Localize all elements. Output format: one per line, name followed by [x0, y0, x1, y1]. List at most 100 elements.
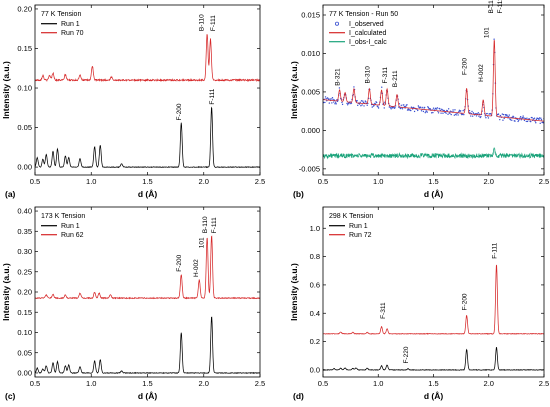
y-axis-title: Intensity (a.u.): [289, 61, 299, 119]
data-point: [333, 101, 335, 103]
data-point: [499, 118, 501, 121]
data-point: [363, 105, 365, 107]
peak-annotation: B-211: [392, 70, 399, 87]
panel-title: 298 K Tension: [329, 213, 373, 220]
data-point: [521, 117, 524, 119]
data-point: [422, 110, 425, 113]
data-point: [462, 110, 464, 112]
data-point: [540, 117, 542, 119]
y-tick-label: 0.4: [310, 309, 320, 318]
peak-annotation: B-110: [488, 0, 495, 13]
data-point: [475, 113, 477, 115]
data-point: [365, 101, 367, 103]
panel-label: (b): [293, 189, 304, 199]
x-axis-title: d (Å): [424, 189, 444, 199]
data-point: [518, 119, 520, 121]
peak-annotation: F-111: [210, 15, 217, 31]
data-point: [535, 118, 538, 121]
plot-area: [35, 34, 260, 169]
data-point: [410, 109, 412, 112]
data-point: [534, 120, 536, 122]
x-tick-label: 2.5: [539, 379, 549, 388]
data-point: [427, 107, 430, 109]
y-tick-label: 0.005: [301, 88, 320, 97]
data-point: [480, 116, 482, 118]
data-point: [394, 107, 396, 109]
data-point: [507, 115, 510, 118]
x-tick-label: 2.0: [484, 177, 494, 186]
y-tick-label: 0.05: [17, 123, 32, 132]
data-point: [390, 108, 392, 110]
x-tick-label: 0.5: [30, 379, 40, 388]
data-point: [329, 98, 331, 100]
data-point: [423, 106, 426, 109]
data-point: [399, 107, 402, 110]
legend-entry: Run 1: [41, 223, 80, 230]
data-point: [517, 120, 519, 123]
data-point: [346, 102, 348, 105]
chart-panel-3: 0.5 1.0 1.5 2.0 2.5 0.00 0.05 0.10 0.15 0.20 0.25 0…: [1, 206, 265, 401]
panel-title: 77 K Tension: [41, 11, 81, 18]
data-point: [487, 117, 490, 119]
data-point: [522, 115, 524, 117]
data-point: [432, 107, 435, 109]
data-point: [422, 106, 424, 109]
peak-annotation: 101: [199, 237, 206, 248]
data-point: [429, 108, 432, 110]
peak-annotation: F-200: [462, 58, 469, 75]
peak-annotation: F-111: [497, 0, 504, 13]
data-point: [470, 115, 472, 117]
peak-annotation: F-200: [462, 293, 469, 310]
data-point: [436, 107, 438, 109]
y-tick-label: 0.6: [310, 281, 320, 290]
data-point: [432, 111, 434, 114]
x-tick-label: 2.0: [199, 177, 209, 186]
data-point: [453, 114, 456, 116]
y-axis-title: Intensity (a.u.): [1, 61, 11, 119]
data-point: [506, 115, 509, 117]
data-point: [504, 113, 507, 116]
series-1-line: [35, 106, 260, 169]
data-point: [449, 110, 452, 112]
peak-annotation: F-200: [176, 254, 183, 271]
data-point: [447, 108, 450, 110]
data-point: [468, 109, 471, 112]
data-point: [523, 119, 526, 122]
legend-entry: Run 1: [41, 21, 80, 28]
y-tick-label: 0.15: [17, 44, 32, 53]
legend-entry: Run 62: [41, 232, 84, 239]
data-point: [493, 38, 495, 40]
data-point: [413, 110, 416, 113]
data-point: [540, 119, 543, 121]
data-point: [478, 115, 480, 117]
legend-label: Run 1: [349, 223, 368, 230]
data-point: [359, 101, 361, 103]
x-axis-title: d (Å): [424, 391, 444, 401]
peak-annotation: B-310: [364, 66, 371, 84]
data-point: [406, 104, 408, 106]
x-tick-label: 1.0: [373, 177, 383, 186]
x-tick-label: 1.0: [86, 379, 96, 388]
data-point: [331, 102, 333, 104]
data-point: [472, 112, 474, 114]
data-point: [445, 112, 447, 114]
data-point: [519, 116, 522, 118]
plot-area: [323, 38, 544, 160]
data-point: [328, 102, 331, 104]
y-tick-label: 0.015: [301, 11, 320, 20]
legend-entry: Run 70: [41, 30, 84, 37]
data-point: [377, 107, 380, 109]
data-point: [331, 97, 334, 99]
peak-annotation: B-110: [199, 14, 206, 31]
data-point: [358, 103, 361, 105]
data-point: [508, 114, 510, 116]
x-axis-title: d (Å): [138, 189, 158, 199]
data-point: [425, 110, 428, 112]
y-tick-label: 0.40: [17, 207, 32, 216]
plot-area: [323, 264, 544, 371]
data-point: [325, 97, 327, 100]
data-point: [503, 117, 505, 120]
data-point: [538, 118, 540, 121]
x-tick-label: 2.5: [539, 177, 549, 186]
